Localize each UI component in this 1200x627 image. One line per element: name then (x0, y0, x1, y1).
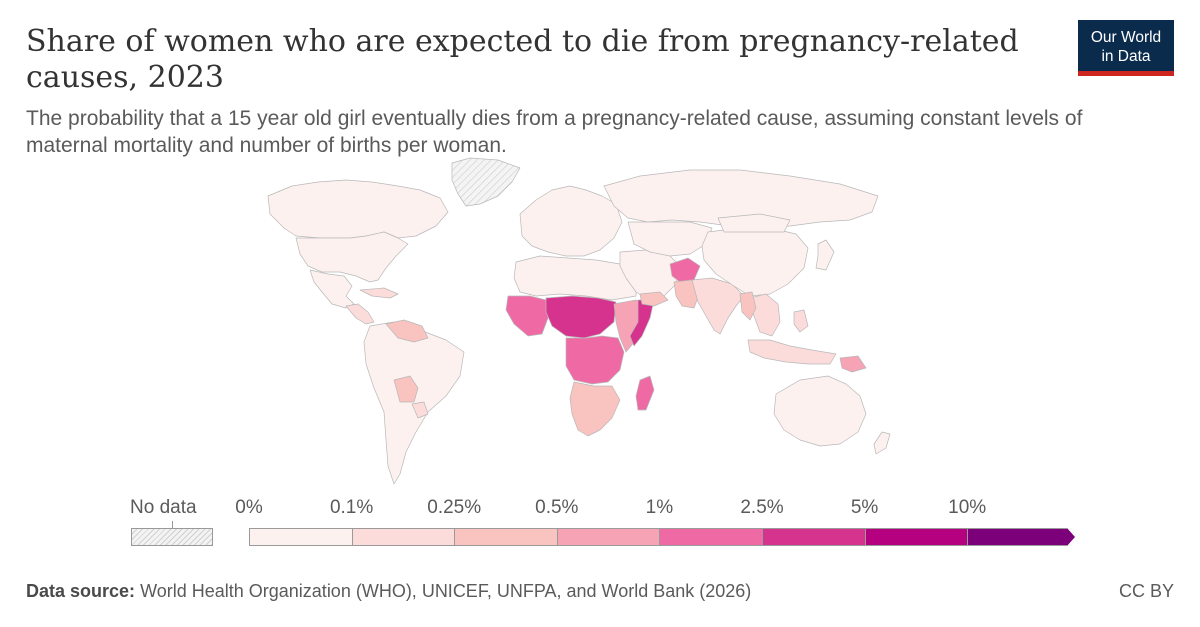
legend-tick-label: 0.25% (427, 497, 482, 518)
legend-no-data-label: No data (130, 497, 197, 518)
region-central-africa[interactable] (565, 335, 625, 385)
region-southern-africa[interactable] (569, 381, 621, 437)
owid-logo[interactable]: Our World in Data (1078, 20, 1174, 76)
legend-no-data-swatch[interactable] (131, 528, 213, 546)
region-central-america[interactable] (345, 303, 375, 325)
logo-line-1: Our World (1090, 29, 1162, 46)
region-philippines[interactable] (793, 309, 809, 333)
legend-bin[interactable] (454, 528, 558, 546)
region-new-zealand[interactable] (873, 431, 891, 455)
legend-tick-label: 5% (850, 497, 879, 518)
region-usa[interactable] (295, 231, 409, 283)
region-caribbean[interactable] (359, 287, 399, 299)
region-canada[interactable] (267, 179, 449, 239)
legend-no-data-tick (172, 521, 173, 528)
chart-subtitle: The probability that a 15 year old girl … (26, 107, 1083, 157)
region-japan[interactable] (815, 239, 835, 271)
region-mexico[interactable] (309, 269, 355, 309)
legend-bin[interactable] (659, 528, 763, 546)
legend-bin[interactable] (762, 528, 866, 546)
region-paraguay[interactable] (411, 401, 429, 419)
data-source-text[interactable]: World Health Organization (WHO), UNICEF,… (140, 581, 752, 601)
region-greenland[interactable] (451, 157, 521, 207)
legend-arrow-icon (1067, 528, 1075, 546)
region-sahel[interactable] (545, 295, 617, 339)
legend-bin[interactable] (249, 528, 353, 546)
license-link[interactable]: CC BY (1118, 581, 1174, 601)
region-papua-new-guinea[interactable] (839, 355, 867, 373)
region-south-america[interactable] (363, 321, 465, 485)
region-madagascar[interactable] (635, 375, 655, 411)
region-europe[interactable] (519, 185, 623, 257)
legend-tick-label: 2.5% (740, 497, 784, 518)
legend-bin[interactable] (556, 528, 661, 546)
data-source: Data source: World Health Organization (… (26, 581, 751, 602)
legend-tick-label: 0.5% (535, 497, 579, 518)
region-australia[interactable] (773, 375, 867, 447)
legend-tick-label: 1% (645, 497, 674, 518)
region-central-asia[interactable] (627, 221, 713, 257)
legend-tick-label: 10% (948, 497, 987, 518)
region-north-africa[interactable] (513, 255, 637, 301)
region-yemen[interactable] (639, 291, 669, 307)
data-source-label: Data source: (26, 581, 136, 601)
legend-bin[interactable] (351, 528, 456, 546)
legend-bin[interactable] (967, 528, 1068, 546)
region-venezuela-guyana[interactable] (385, 319, 429, 343)
region-west-africa[interactable] (505, 295, 549, 337)
logo-line-2: in Data (1101, 48, 1151, 65)
legend-tick-label: 0% (235, 497, 263, 518)
chart-title: Share of women who are expected to die f… (26, 24, 1019, 95)
region-mongolia[interactable] (717, 213, 791, 233)
region-india[interactable] (691, 277, 745, 335)
region-southeast-asia[interactable] (749, 293, 781, 337)
legend-tick-label: 0.1% (329, 497, 374, 518)
legend-bin[interactable] (864, 528, 969, 546)
region-bolivia[interactable] (393, 375, 419, 403)
region-myanmar[interactable] (739, 291, 757, 321)
region-indonesia[interactable] (747, 339, 837, 365)
